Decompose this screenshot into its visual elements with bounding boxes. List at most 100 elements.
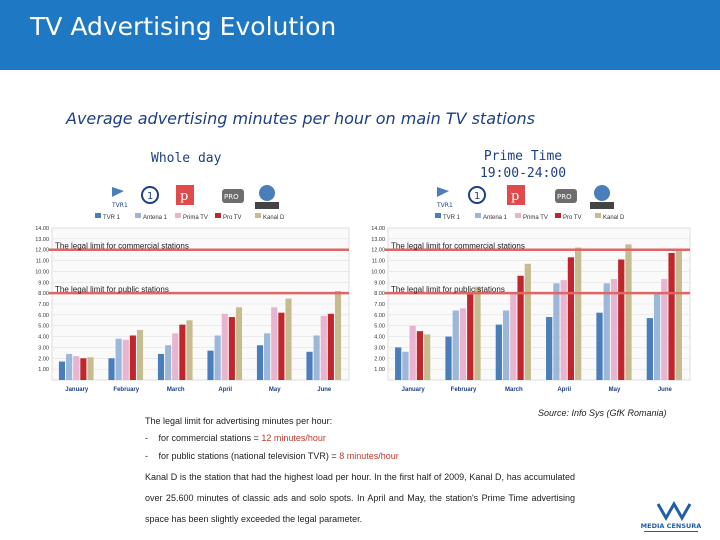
x-tick-label: May (269, 387, 281, 393)
y-tick-label: 10.00 (35, 269, 49, 275)
svg-text:1: 1 (147, 191, 153, 202)
header-bar: TV Advertising Evolution (0, 0, 720, 70)
y-tick-label: 14.00 (371, 226, 385, 232)
bar (603, 283, 610, 380)
legal-limit-label: The legal limit for public stations (391, 285, 505, 294)
legend-swatch (215, 213, 221, 218)
bar (618, 259, 625, 380)
bar (334, 290, 342, 380)
svg-text:PRO: PRO (224, 193, 239, 201)
y-tick-label: 11.00 (36, 259, 49, 265)
y-tick-label: 6.00 (374, 313, 385, 319)
source-note: Source: Info Sys (GfK Romania) (538, 408, 667, 418)
bar (108, 358, 115, 380)
legend: TVR 1 Antena 1 Prima TV Pro TV Kanal D (435, 213, 625, 221)
public-prefix: for public stations (national television… (158, 451, 340, 461)
legend-swatch (435, 213, 441, 218)
kanald-logo-icon (255, 185, 279, 209)
bar (575, 247, 582, 380)
bar (474, 286, 481, 380)
tvr-logo-icon: TVR1 (436, 187, 453, 209)
bar (567, 257, 575, 380)
svg-text:TVR1: TVR1 (436, 202, 453, 209)
y-tick-label: 2.00 (38, 356, 49, 362)
legend-swatch (95, 213, 101, 218)
bar (610, 279, 618, 380)
bar (459, 308, 467, 380)
y-tick-label: 10.00 (371, 269, 385, 275)
station-logos-left: TVR1 1 p PRO (111, 185, 279, 209)
bar (546, 317, 553, 380)
bar (207, 350, 214, 380)
svg-text:1: 1 (474, 191, 480, 202)
bar (395, 347, 402, 380)
bar (172, 333, 179, 380)
bar (661, 279, 668, 380)
bar (165, 345, 172, 380)
y-tick-label: 7.00 (374, 302, 385, 308)
bar (502, 310, 510, 380)
bar (58, 361, 66, 380)
bar (271, 307, 278, 380)
bar (73, 356, 80, 380)
bar (625, 244, 632, 380)
bar (186, 320, 193, 380)
page-title: TV Advertising Evolution (30, 12, 337, 41)
legal-limit-commercial: - for commercial stations = 12 minutes/h… (145, 433, 575, 443)
chart-subtitle: Average advertising minutes per hour on … (66, 109, 535, 128)
y-tick-label: 2.00 (374, 356, 385, 362)
legal-limit-label: The legal limit for public stations (55, 285, 169, 294)
commercial-prefix: for commercial stations = (158, 433, 262, 443)
bar (524, 263, 531, 380)
legend-label: Prima TV (183, 215, 208, 221)
bar (235, 307, 243, 380)
legend-swatch (135, 213, 141, 218)
bar (495, 324, 502, 380)
y-tick-label: 14.00 (35, 226, 49, 232)
bar (129, 335, 136, 380)
bar (668, 252, 675, 380)
x-tick-label: January (65, 387, 89, 393)
legend-swatch (255, 213, 261, 218)
legend-label: TVR 1 (443, 215, 461, 221)
legend-label: Pro TV (223, 215, 242, 221)
legend-swatch (595, 213, 601, 218)
bar (264, 333, 271, 380)
chart-prime-time: TVR 1 Antena 1 Prima TV Pro TV Kanal D 1.00 2.… (371, 213, 691, 393)
legend-label: Kanal D (263, 215, 285, 221)
bar (402, 351, 409, 380)
y-tick-label: 13.00 (371, 237, 385, 243)
bar (445, 336, 452, 380)
y-tick-label: 13.00 (35, 237, 49, 243)
bar (306, 351, 313, 380)
bar (409, 325, 416, 380)
bar (313, 335, 320, 380)
bar (179, 324, 186, 380)
kanald-logo-icon (590, 185, 614, 209)
commercial-value: 12 minutes/hour (261, 433, 326, 443)
x-tick-label: April (557, 387, 571, 393)
legend-label: Prima TV (523, 215, 548, 221)
legend: TVR 1 Antena 1 Prima TV Pro TV Kanal D (95, 213, 285, 221)
svg-text:TVR1: TVR1 (111, 202, 128, 209)
prima-logo-icon: p (507, 185, 525, 205)
bar (285, 298, 292, 380)
protv-logo-icon: PRO (222, 189, 244, 203)
chart-whole-day: TVR 1 Antena 1 Prima TV Pro TV Kanal D 1.00 2.… (35, 213, 350, 393)
x-tick-label: February (451, 387, 477, 393)
bar (278, 312, 285, 380)
x-tick-label: June (317, 387, 332, 393)
bar (256, 345, 264, 380)
bar (214, 335, 221, 380)
bar (517, 275, 524, 380)
x-tick-label: April (218, 387, 232, 393)
x-tick-label: January (402, 387, 426, 393)
public-value: 8 minutes/hour (339, 451, 399, 461)
prime-time-hours: 19:00-24:00 (479, 166, 567, 181)
y-tick-label: 1.00 (38, 367, 49, 373)
legal-limit-label: The legal limit for commercial stations (55, 242, 189, 251)
media-censura-logo: MEDIA CENSURA (641, 500, 701, 532)
antena-logo-icon: 1 (468, 186, 486, 204)
bullet: - (145, 433, 148, 443)
prime-time-title: Prime Time (483, 149, 563, 164)
